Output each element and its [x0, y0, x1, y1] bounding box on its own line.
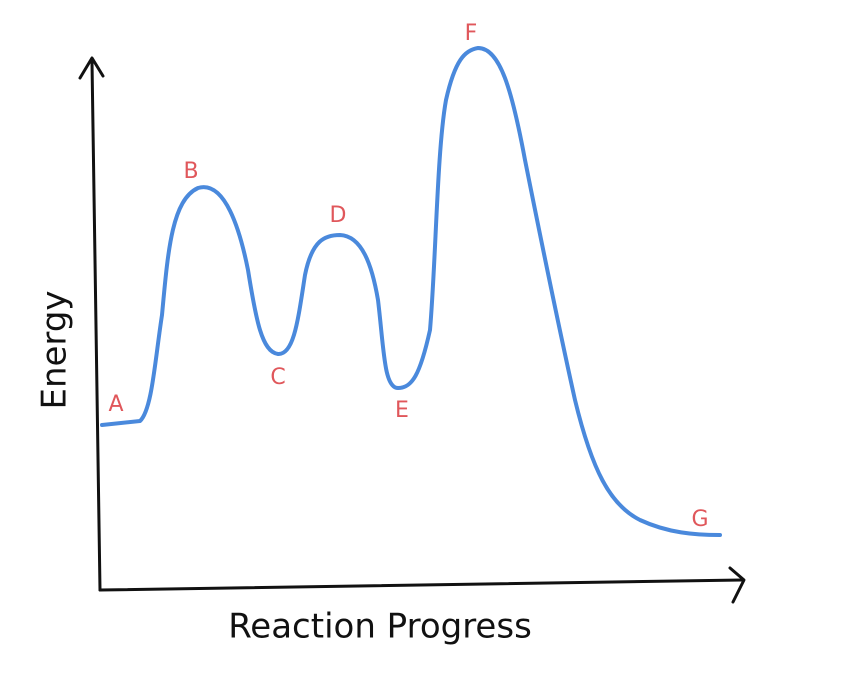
point-label: F	[465, 21, 478, 46]
point-label: G	[691, 507, 708, 532]
point-label: B	[183, 159, 198, 184]
point-label: C	[270, 365, 285, 390]
x-axis-arrow	[728, 566, 746, 604]
point-label: D	[330, 203, 347, 228]
energy-curve	[100, 46, 722, 537]
axes	[78, 56, 746, 604]
y-axis-arrow	[78, 56, 105, 80]
y-axis	[90, 60, 102, 592]
x-axis-label: Reaction Progress	[228, 607, 532, 647]
y-axis-label: Energy	[35, 290, 75, 409]
x-axis	[98, 578, 744, 592]
point-label: A	[108, 392, 123, 417]
point-label: E	[395, 398, 409, 423]
